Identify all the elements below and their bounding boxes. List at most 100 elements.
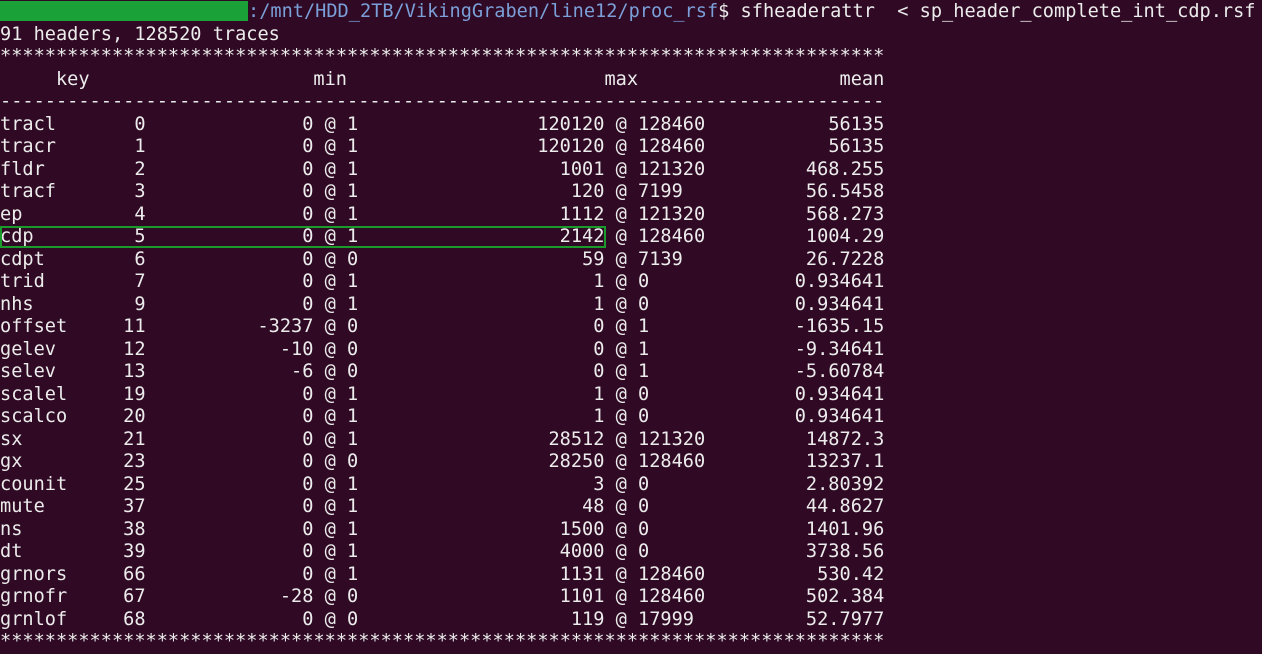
row-min-trace: 1 bbox=[347, 518, 359, 540]
row-max-trace: 0 bbox=[638, 406, 650, 427]
row-min-trace: 1 bbox=[347, 158, 359, 180]
row-min: 0 bbox=[302, 158, 314, 180]
row-max-trace: 0 bbox=[638, 518, 650, 540]
at-sign: @ bbox=[615, 361, 627, 382]
row-max: 28250 bbox=[548, 451, 605, 472]
at-sign: @ bbox=[324, 203, 336, 225]
row-max: 1 bbox=[593, 271, 605, 292]
row-index: 68 bbox=[123, 608, 146, 630]
row-min: -3237 bbox=[257, 316, 314, 337]
row-index: 11 bbox=[123, 316, 146, 337]
table-row: ns 38 0 @1 1500 @0 1401.96 bbox=[0, 519, 1262, 542]
table-row: gx 23 0 @0 28250 @128460 13237.1 bbox=[0, 451, 1262, 474]
header-mean: mean bbox=[839, 68, 885, 90]
row-index: 67 bbox=[123, 586, 146, 607]
row-max: 1101 bbox=[559, 586, 605, 607]
at-sign: @ bbox=[324, 406, 336, 427]
row-min: -10 bbox=[279, 338, 314, 360]
table-row: mute 37 0 @1 48 @0 44.8627 bbox=[0, 496, 1262, 519]
at-sign: @ bbox=[324, 518, 336, 540]
row-key: gx bbox=[0, 451, 23, 472]
row-index: 1 bbox=[134, 136, 146, 157]
row-key: grnofr bbox=[0, 586, 68, 607]
row-index: 19 bbox=[123, 383, 146, 405]
row-min-trace: 0 bbox=[347, 451, 359, 472]
at-sign: @ bbox=[324, 136, 336, 157]
row-mean: 56.5458 bbox=[805, 181, 885, 202]
row-min-trace: 1 bbox=[347, 226, 359, 247]
row-index: 2 bbox=[134, 158, 146, 180]
row-max: 120 bbox=[570, 181, 605, 202]
at-sign: @ bbox=[615, 158, 627, 180]
row-min-trace: 1 bbox=[347, 203, 359, 225]
table-row: selev 13 -6 @0 0 @1 -5.60784 bbox=[0, 361, 1262, 384]
row-min: 0 bbox=[302, 473, 314, 495]
table-row: trid 7 0 @1 1 @0 0.934641 bbox=[0, 271, 1262, 294]
row-index: 9 bbox=[134, 293, 146, 315]
row-min-trace: 1 bbox=[347, 563, 359, 585]
row-max-trace: 1 bbox=[638, 338, 650, 360]
header-min: min bbox=[313, 68, 348, 90]
at-sign: @ bbox=[324, 608, 336, 630]
row-key: cdpt bbox=[0, 248, 45, 270]
row-index: 23 bbox=[123, 451, 146, 472]
row-index: 37 bbox=[123, 496, 146, 517]
row-max: 59 bbox=[582, 248, 605, 270]
at-sign: @ bbox=[324, 293, 336, 315]
table-row: cdp 5 0 @1 2142 @128460 1004.29 bbox=[0, 226, 1262, 249]
row-min-trace: 1 bbox=[347, 496, 359, 517]
table-row: tracl 0 0 @1 120120 @128460 56135 bbox=[0, 114, 1262, 137]
row-key: scalco bbox=[0, 406, 68, 427]
row-max-trace: 0 bbox=[638, 271, 650, 292]
row-max-trace: 7199 bbox=[638, 181, 683, 202]
at-sign: @ bbox=[615, 428, 627, 450]
row-index: 7 bbox=[134, 271, 146, 292]
row-max-trace: 7139 bbox=[638, 248, 683, 270]
at-sign: @ bbox=[324, 541, 336, 562]
row-mean: 44.8627 bbox=[805, 496, 885, 517]
row-min-trace: 1 bbox=[347, 181, 359, 202]
at-sign: @ bbox=[324, 361, 336, 382]
row-mean: 3738.56 bbox=[805, 541, 885, 562]
row-key: dt bbox=[0, 541, 23, 562]
row-mean: 52.7977 bbox=[805, 608, 885, 630]
row-mean: 0.934641 bbox=[794, 293, 885, 315]
at-sign: @ bbox=[615, 226, 627, 247]
row-min: 0 bbox=[302, 226, 314, 247]
row-min: 0 bbox=[302, 428, 314, 450]
prompt-command: $ sfheaderattr < sp_header_complete_int_… bbox=[718, 1, 1256, 22]
redacted-user-host bbox=[0, 1, 248, 21]
header-key: key bbox=[55, 68, 90, 90]
at-sign: @ bbox=[615, 518, 627, 540]
row-min-trace: 1 bbox=[347, 428, 359, 450]
at-sign: @ bbox=[324, 226, 336, 247]
row-key: offset bbox=[0, 316, 68, 337]
row-min: 0 bbox=[302, 293, 314, 315]
row-min: 0 bbox=[302, 203, 314, 225]
row-min-trace: 1 bbox=[347, 293, 359, 315]
row-mean: 530.42 bbox=[817, 563, 885, 585]
at-sign: @ bbox=[324, 248, 336, 270]
at-sign: @ bbox=[324, 586, 336, 607]
at-sign: @ bbox=[615, 563, 627, 585]
at-sign: @ bbox=[615, 406, 627, 427]
row-key: trid bbox=[0, 271, 45, 292]
at-sign: @ bbox=[324, 473, 336, 495]
separator-top: ****************************************… bbox=[0, 46, 885, 67]
row-min-trace: 1 bbox=[347, 406, 359, 427]
row-index: 38 bbox=[123, 518, 146, 540]
at-sign: @ bbox=[324, 428, 336, 450]
row-index: 4 bbox=[134, 203, 146, 225]
row-key: gelev bbox=[0, 338, 56, 360]
row-min-trace: 1 bbox=[347, 113, 359, 135]
row-max: 4000 bbox=[559, 541, 605, 562]
row-max: 120120 bbox=[537, 136, 605, 157]
at-sign: @ bbox=[615, 316, 627, 337]
at-sign: @ bbox=[324, 496, 336, 517]
at-sign: @ bbox=[615, 113, 627, 135]
at-sign: @ bbox=[615, 383, 627, 405]
row-key: cdp bbox=[0, 226, 34, 247]
row-min: 0 bbox=[302, 113, 314, 135]
table-row: ep 4 0 @1 1112 @121320 568.273 bbox=[0, 204, 1262, 227]
separator-bottom: ****************************************… bbox=[0, 631, 885, 652]
